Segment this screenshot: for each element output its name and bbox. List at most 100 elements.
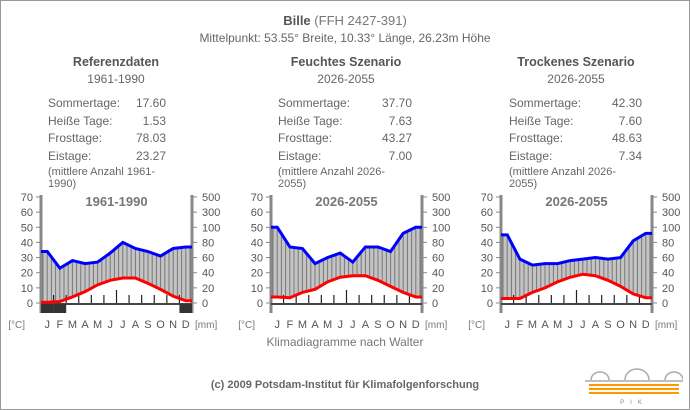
- stat-label: Heiße Tage:: [48, 113, 113, 128]
- right-tick-label: 100: [662, 222, 680, 234]
- month-label: J: [580, 319, 586, 331]
- month-label: M: [298, 319, 307, 331]
- frost-month-bar: [179, 304, 192, 313]
- precip-unit-label: [mm]: [655, 320, 677, 331]
- right-tick-label: 20: [662, 283, 674, 295]
- right-tick-label: 60: [202, 253, 214, 265]
- site-name: Bille: [283, 13, 311, 28]
- stat-value: 78.03: [135, 131, 166, 145]
- stat-row: Eistage: 7.00: [278, 148, 412, 166]
- month-label: A: [132, 319, 140, 331]
- stat-row: Heiße Tage: 7.63: [278, 113, 412, 131]
- month-label: J: [337, 319, 343, 331]
- month-label: A: [81, 319, 89, 331]
- frost-month-bar: [41, 304, 54, 313]
- stat-value: 7.60: [618, 113, 642, 128]
- month-label: N: [169, 319, 177, 331]
- frost-month-bar: [53, 304, 67, 313]
- left-tick-label: 50: [481, 222, 493, 234]
- month-label: D: [412, 319, 420, 331]
- stat-label: Frosttage:: [509, 131, 564, 145]
- page-title: Bille (FFH 2427-391): [1, 13, 689, 28]
- month-label: A: [592, 319, 600, 331]
- temp-unit-label: [°C]: [238, 320, 255, 331]
- month-label: J: [275, 319, 281, 331]
- left-tick-label: 10: [21, 283, 33, 295]
- humid-area: [41, 242, 192, 303]
- left-tick-label: 0: [487, 298, 493, 310]
- stat-row: Eistage: 23.27: [48, 148, 166, 166]
- right-tick-label: 40: [202, 268, 214, 280]
- column-heading: Trockenes Szenario: [517, 55, 635, 69]
- stat-label: Eistage:: [509, 148, 553, 163]
- right-tick-label: 60: [662, 253, 674, 265]
- precipitation-line: [41, 240, 192, 271]
- stat-row: Sommertage: 37.70: [278, 95, 412, 113]
- stat-label: Sommertage:: [48, 96, 121, 110]
- stat-row: Frosttage: 43.27: [278, 130, 412, 148]
- month-label: F: [517, 319, 524, 331]
- precipitation-line: [501, 231, 652, 267]
- right-tick-label: 20: [202, 283, 214, 295]
- stat-note: (mittlere Anzahl 2026-2055): [278, 166, 385, 190]
- month-label: M: [93, 319, 102, 331]
- month-label: M: [553, 319, 562, 331]
- right-tick-label: 0: [432, 298, 438, 310]
- month-label: S: [604, 319, 611, 331]
- left-tick-label: 0: [27, 298, 33, 310]
- month-label: J: [120, 319, 126, 331]
- humid-area: [271, 227, 422, 298]
- column-dry-scenario: Trockenes Szenario 2026-2055 Sommertage:…: [461, 55, 689, 190]
- stat-row: Eistage: 7.34: [509, 148, 642, 166]
- right-tick-label: 300: [202, 207, 220, 219]
- right-tick-label: 300: [432, 207, 450, 219]
- copyright-footer: (c) 2009 Potsdam-Institut für Klimafolge…: [210, 379, 480, 391]
- left-tick-label: 60: [251, 207, 263, 219]
- right-tick-label: 80: [202, 237, 214, 249]
- stat-row: Heiße Tage: 7.60: [509, 113, 642, 131]
- column-period: 1961-1990: [87, 72, 145, 86]
- right-tick-label: 100: [202, 222, 220, 234]
- stat-value: 37.70: [381, 96, 412, 110]
- site-code: (FFH 2427-391): [314, 13, 407, 28]
- month-label: A: [311, 319, 319, 331]
- stat-label: Heiße Tage:: [278, 113, 343, 128]
- stat-value: 17.60: [135, 96, 166, 110]
- precip-unit-label: [mm]: [195, 320, 217, 331]
- temp-unit-label: [°C]: [468, 320, 485, 331]
- stat-value: 42.30: [611, 96, 642, 110]
- stat-row: Frosttage: 78.03: [48, 130, 166, 148]
- temperature-line: [501, 272, 652, 300]
- left-tick-label: 70: [21, 192, 33, 204]
- chart-title: 2026-2055: [315, 194, 377, 209]
- month-label: J: [350, 319, 356, 331]
- temperature-line: [41, 276, 192, 304]
- left-tick-label: 30: [251, 253, 263, 265]
- right-tick-label: 0: [662, 298, 668, 310]
- stat-note: (mittlere Anzahl 1961-1990): [48, 166, 155, 190]
- column-period: 2026-2055: [547, 72, 605, 86]
- month-label: F: [57, 319, 64, 331]
- stat-label: Frosttage:: [278, 131, 333, 145]
- stat-label: Eistage:: [48, 148, 92, 163]
- left-tick-label: 60: [21, 207, 33, 219]
- right-tick-label: 20: [432, 283, 444, 295]
- temperature-line: [271, 274, 422, 300]
- left-tick-label: 20: [21, 268, 33, 280]
- temp-unit-label: [°C]: [8, 320, 25, 331]
- left-tick-label: 0: [257, 298, 263, 310]
- month-label: N: [629, 319, 637, 331]
- stat-label: Frosttage:: [48, 131, 103, 145]
- column-heading: Referenzdaten: [72, 55, 160, 69]
- chart-title: 1961-1990: [85, 194, 147, 209]
- stat-value: 1.53: [142, 113, 166, 128]
- month-label: O: [386, 319, 395, 331]
- column-reference: Referenzdaten 1961-1990 Sommertage: 17.60…: [1, 55, 231, 190]
- left-tick-label: 60: [481, 207, 493, 219]
- left-tick-label: 40: [481, 237, 493, 249]
- stat-label: Eistage:: [278, 148, 322, 163]
